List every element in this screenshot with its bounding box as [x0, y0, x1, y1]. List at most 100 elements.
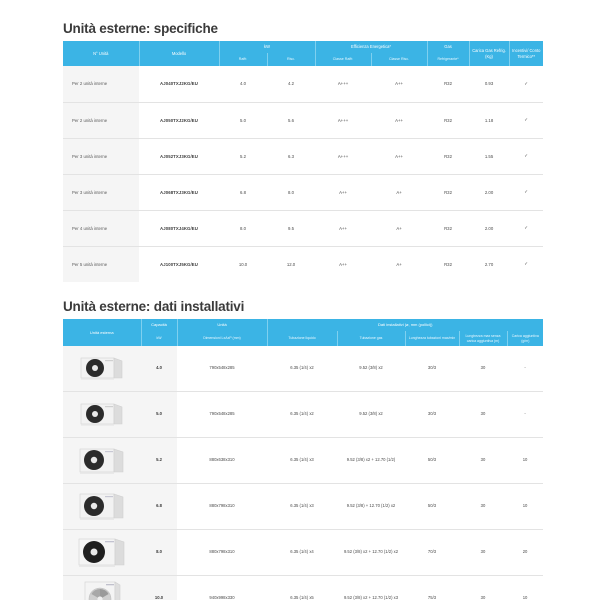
cell-kw-raffr: 4.0 [219, 66, 267, 103]
outdoor-unit-medium-icon [79, 448, 124, 474]
cell-carica: 2.00 [469, 174, 510, 211]
outdoor-unit-slim-icon [80, 403, 123, 426]
install-header-group-row: Unità esterna Capacità Unità Dati instal… [63, 319, 544, 346]
spec-subcol-classe-risc: Classe Risc. [370, 53, 428, 66]
table-row: Per 5 unità interne AJ100TXJ5KG/EU 10.0 … [63, 246, 543, 282]
cell-kw-risc: 5.6 [267, 102, 316, 139]
cell-tubazione-liquido: 6.35 (1/4) x5 [290, 595, 314, 600]
table-row: Per 4 unità interne AJ080TXJ4KG/EU 8.0 9… [63, 210, 544, 247]
cell-unit-image [63, 391, 141, 438]
cell-classe-raffr: A++ [315, 174, 372, 211]
install-subcol-kw: kW [140, 331, 177, 346]
cell-dimensioni: 790x548x285 [177, 346, 267, 392]
cell-unita: Per 3 unità interne [63, 138, 139, 175]
cell-carica: 1.55 [469, 138, 510, 175]
spec-col-modello: Modello [138, 41, 219, 66]
spec-col-carica-gas: Carica Gas Refrig. (Kg) [468, 41, 510, 66]
cell-classe-risc: A++ [371, 102, 428, 139]
cell-carica-aggiuntiva: 10 [507, 437, 544, 484]
table-row: 5.0 790x548x285 6.35 (1/4) x2 9.52 (3/8)… [63, 391, 544, 438]
page-title-dati-installativi: Unità esterne: dati installativi [63, 299, 245, 314]
cell-tubazione-gas: 9.52 (3/8) x2 [337, 391, 405, 438]
cell-unit-image [63, 529, 141, 576]
cell-capacita: 6.8 [141, 483, 177, 530]
cell-unit-image [63, 483, 141, 530]
cell-lunghezza-max-min: 70/3 [405, 529, 459, 576]
cell-lunghezza-senza-carica: 30 [459, 346, 507, 392]
cell-kw-raffr: 5.2 [219, 138, 267, 175]
spec-subcol-refrigerante: Refrigerante* [426, 53, 470, 66]
cell-carica: 2.00 [469, 210, 510, 247]
install-table-header: Unità esterna Capacità Unità Dati instal… [63, 319, 544, 346]
cell-tubazione-gas: 9.52 (3/8) x2 + 12.70 (1/2) x2 [337, 529, 405, 576]
cell-capacita: 4.0 [141, 346, 177, 392]
spec-col-n-unita: N° Unità [63, 41, 139, 66]
cell-lunghezza-senza-carica: 30 [480, 595, 486, 600]
install-subcol-lunghezza-senza-carica: Lunghezza max senza carica aggiuntiva (m… [458, 331, 507, 346]
cell-capacita: 5.0 [141, 391, 177, 438]
spec-table-body: Per 2 unità interne AJ040TXJ2KG/EU 4.0 4… [63, 66, 544, 282]
cell-carica-aggiuntiva: 10 [522, 595, 528, 600]
table-unita-esterne-specifiche: N° Unità Modello kW Efficienza Energetic… [63, 41, 544, 282]
spec-subcol-classe-raffr: Classe Raffr. [314, 53, 372, 66]
cell-carica-aggiuntiva: 10 [507, 483, 544, 530]
cell-carica: 0.93 [469, 66, 510, 103]
cell-kw-risc: 12.0 [286, 261, 296, 267]
table-row: 8.0 880x798x310 6.35 (1/4) x4 9.52 (3/8)… [63, 529, 544, 576]
cell-gas: R32 [427, 210, 470, 247]
install-col-dati-installativi: Dati installativi (ø, mm (pollici)) [266, 319, 544, 331]
outdoor-unit-large-icon [78, 538, 125, 567]
cell-classe-raffr: A+++ [315, 66, 372, 103]
cell-gas: R32 [427, 102, 470, 139]
cell-kw-raffr: 8.0 [219, 210, 267, 247]
cell-kw-risc: 4.2 [267, 66, 316, 103]
cell-lunghezza-senza-carica: 30 [459, 529, 507, 576]
cell-capacita: 10.0 [141, 575, 177, 600]
spec-col-efficienza-energetica: Efficienza Energetica* [314, 41, 428, 53]
cell-modello: AJ052TXJ3KG/EU [139, 138, 219, 175]
outdoor-unit-icon [63, 484, 141, 529]
table-row: Per 3 unità interne AJ052TXJ3KG/EU 5.2 6… [63, 138, 544, 175]
cell-capacita: 8.0 [141, 529, 177, 576]
cell-carica: 2.70 [484, 261, 494, 267]
cell-incentivi-check: ✓ [524, 261, 528, 267]
cell-classe-raffr: A++ [339, 261, 347, 267]
cell-carica-aggiuntiva: - [507, 391, 544, 438]
outdoor-unit-icon [63, 438, 141, 483]
cell-modello: AJ080TXJ4KG/EU [139, 210, 219, 247]
cell-dimensioni: 880x798x310 [177, 529, 267, 576]
cell-tubazione-gas: 9.52 (3/8) x2 + 12.70 (1/2) [337, 437, 405, 484]
cell-lunghezza-senza-carica: 30 [459, 391, 507, 438]
cell-kw-risc: 9.5 [267, 210, 316, 247]
cell-classe-raffr: A+++ [315, 138, 372, 175]
spec-header-group-row: N° Unità Modello kW Efficienza Energetic… [63, 41, 544, 66]
cell-dimensioni: 790x548x285 [177, 391, 267, 438]
cell-tubazione-liquido: 6.35 (1/4) x3 [267, 483, 337, 530]
cell-unita: Per 2 unità interne [63, 102, 139, 139]
cell-modello: AJ050TXJ2KG/EU [139, 102, 219, 139]
cell-gas: R32 [427, 66, 470, 103]
cell-carica-aggiuntiva: 20 [507, 529, 544, 576]
cell-incentivi-check: ✓ [509, 66, 544, 103]
cell-kw-raffr: 6.8 [219, 174, 267, 211]
table-row: Per 2 unità interne AJ040TXJ2KG/EU 4.0 4… [63, 66, 544, 103]
cell-tubazione-gas: 9.52 (3/8) + 12.70 (1/2) x2 [337, 483, 405, 530]
outdoor-unit-icon [63, 346, 141, 391]
install-subcol-lunghezza-max-min: Lunghezza tubazioni max/min [404, 331, 459, 346]
install-subcol-tubazione-gas: Tubazione gas [336, 331, 405, 346]
cell-unit-image [63, 437, 141, 484]
install-header-sub-row: kW Dimensioni LxAxP (mm) Tubazione liqui… [63, 331, 544, 346]
install-table-body: 4.0 790x548x285 6.35 (1/4) x2 9.52 (3/8)… [63, 346, 544, 600]
table-row: 5.2 880x638x310 6.35 (1/4) x3 9.52 (3/8)… [63, 437, 544, 484]
cell-kw-raffr: 5.0 [219, 102, 267, 139]
cell-gas: R32 [427, 138, 470, 175]
cell-lunghezza-senza-carica: 30 [459, 437, 507, 484]
cell-lunghezza-senza-carica: 30 [459, 483, 507, 530]
install-col-capacita: Capacità [140, 319, 177, 331]
cell-lunghezza-max-min: 30/3 [405, 346, 459, 392]
outdoor-unit-slim-icon [80, 357, 123, 380]
cell-kw-risc: 6.3 [267, 138, 316, 175]
spec-header-sub-row: Raffr. Risc. Classe Raffr. Classe Risc. … [63, 53, 543, 66]
spec-subcol-kw-raffr: Raffr. [218, 53, 267, 66]
